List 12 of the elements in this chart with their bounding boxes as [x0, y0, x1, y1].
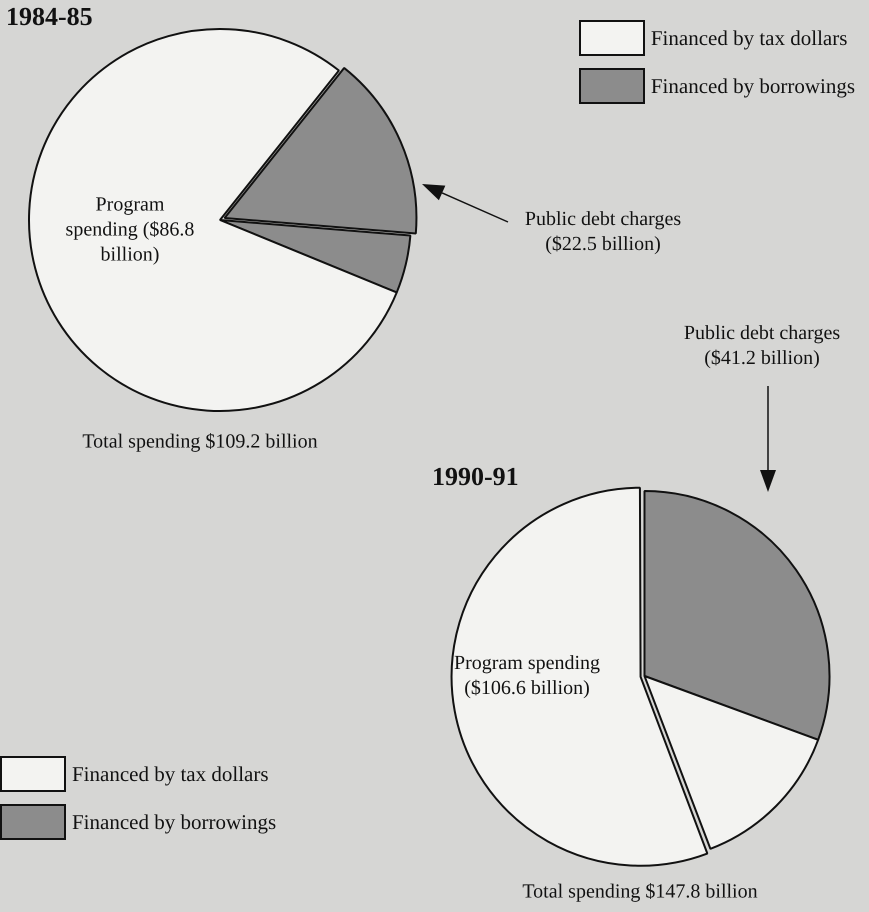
legend-label: Financed by tax dollars — [72, 762, 269, 786]
text: Total spending $147.8 billion — [521, 880, 759, 904]
text: Total spending $109.2 billion — [81, 430, 319, 454]
chart-title: 1984-85 — [6, 2, 93, 32]
text: Public debt charges ($41.2 billion) — [682, 321, 842, 371]
text: Public debt charges ($22.5 billion) — [524, 207, 682, 257]
chart-title: 1990-91 — [432, 462, 519, 492]
text: Program spending ($106.6 billion) — [452, 651, 602, 701]
legend-label: Financed by tax dollars — [650, 26, 848, 50]
legend-label: Financed by borrowings — [650, 74, 855, 98]
legend-label: Financed by borrowings — [72, 810, 276, 834]
text: Program spending ($86.8 billion) — [64, 192, 196, 268]
